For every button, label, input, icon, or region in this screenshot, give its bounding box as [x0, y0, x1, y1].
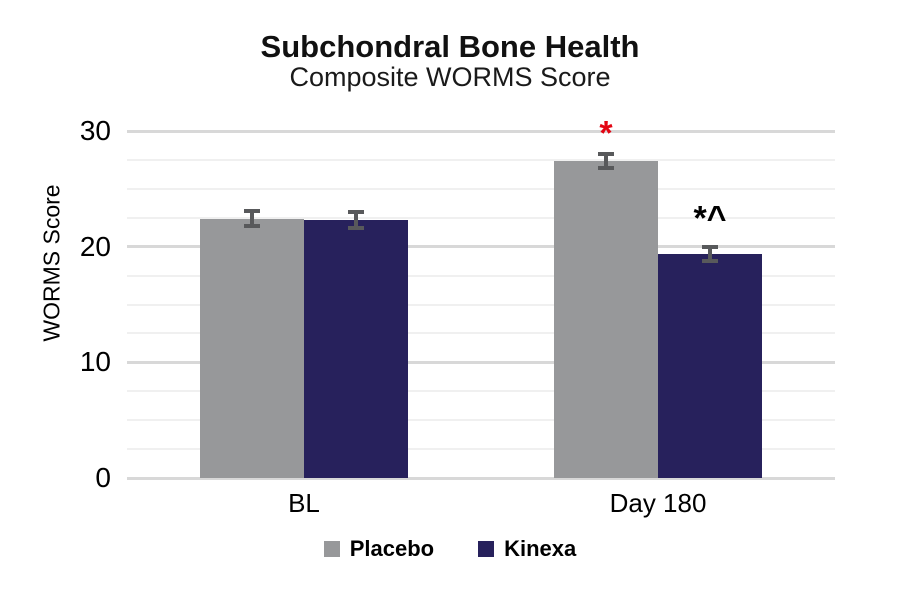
major-gridline — [127, 476, 835, 480]
minor-gridline — [127, 390, 835, 393]
minor-gridline — [127, 332, 835, 335]
minor-gridline — [127, 158, 835, 161]
bar-placebo-0 — [200, 218, 304, 478]
chart-subtitle: Composite WORMS Score — [289, 62, 611, 92]
y-tick-label: 0 — [95, 462, 111, 493]
chart-title: Subchondral Bone Health — [260, 29, 640, 64]
minor-gridline — [127, 448, 835, 451]
minor-gridline — [127, 187, 835, 190]
error-bar-cap-top — [598, 152, 614, 157]
major-gridline — [127, 129, 835, 133]
x-tick-label: Day 180 — [609, 488, 707, 518]
legend-label: Placebo — [349, 536, 435, 561]
y-axis-title: WORMS Score — [38, 184, 65, 342]
minor-gridline — [127, 274, 835, 277]
y-tick-label: 20 — [79, 230, 111, 262]
error-bar-cap-top — [244, 209, 260, 214]
plot-area: 0 10 20 30 BL Day 180 * *^ — [80, 115, 835, 518]
minor-gridline — [127, 303, 835, 306]
significance-annotation: * — [599, 114, 613, 153]
significance-annotation: *^ — [693, 199, 727, 238]
legend-swatch-placebo — [323, 541, 340, 557]
legend-item-kinexa: Kinexa — [478, 536, 576, 562]
major-gridline — [127, 360, 835, 364]
bar-kinexa-1 — [658, 253, 762, 478]
legend: Placebo Kinexa — [0, 536, 900, 562]
bar-placebo-1 — [554, 161, 658, 478]
error-bar-stem — [354, 211, 358, 229]
major-gridline — [127, 245, 835, 249]
bar-kinexa-0 — [304, 220, 408, 478]
x-tick-label: BL — [288, 488, 320, 518]
error-bar-stem — [708, 246, 712, 261]
error-bar-cap-bottom — [702, 258, 718, 263]
legend-item-placebo: Placebo — [323, 536, 435, 562]
minor-gridline — [127, 419, 835, 422]
error-bar-cap-bottom — [348, 226, 364, 231]
error-bar-stem — [604, 154, 608, 168]
legend-label: Kinexa — [504, 536, 577, 561]
error-bar-stem — [250, 211, 254, 227]
minor-gridline — [127, 216, 835, 219]
y-tick-label: 30 — [79, 115, 111, 146]
y-tick-label: 10 — [79, 346, 111, 378]
error-bar-cap-bottom — [598, 166, 614, 170]
error-bar-cap-bottom — [244, 224, 260, 229]
error-bar-cap-top — [348, 209, 364, 214]
legend-swatch-kinexa — [478, 541, 495, 557]
error-bar-cap-top — [702, 244, 718, 249]
